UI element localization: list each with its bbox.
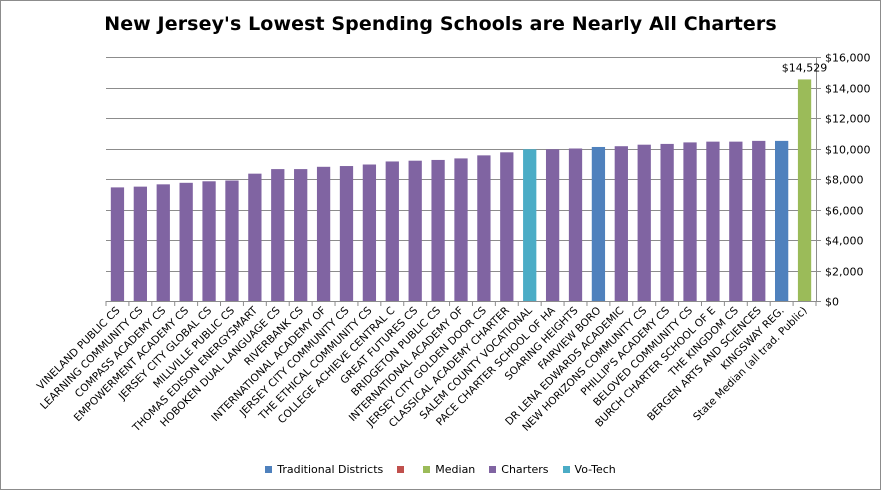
bar — [568, 148, 583, 301]
bar — [545, 149, 560, 301]
legend-label: Vo-Tech — [574, 463, 616, 476]
legend-entry: Charters — [489, 463, 549, 476]
legend-swatch — [562, 466, 570, 473]
legend-entry — [397, 463, 409, 476]
bar — [523, 149, 537, 301]
legend-entry: Median — [423, 463, 475, 476]
legend-swatch — [423, 466, 431, 473]
bar — [637, 144, 651, 301]
bar — [316, 166, 331, 301]
bar — [614, 146, 628, 301]
bar — [179, 182, 193, 301]
bar — [500, 152, 514, 301]
bar — [225, 180, 239, 301]
bar — [294, 169, 308, 301]
bar — [660, 143, 674, 301]
bar — [248, 173, 262, 301]
bar — [797, 79, 812, 302]
y-tick-label: $6,000 — [825, 205, 864, 218]
bar — [202, 181, 216, 301]
bar — [477, 155, 491, 301]
y-tick-label: $0 — [825, 296, 839, 309]
y-tick-label: $4,000 — [825, 235, 864, 248]
chart-legend: Traditional Districts Median Charters Vo-Te… — [0, 463, 881, 476]
bar — [775, 140, 789, 302]
legend-entry: Traditional Districts — [265, 463, 383, 476]
legend-entry: Vo-Tech — [562, 463, 616, 476]
bar — [683, 142, 697, 301]
y-tick-label: $10,000 — [825, 144, 871, 157]
bar — [729, 141, 743, 301]
bar — [591, 146, 606, 301]
chart-title: New Jersey's Lowest Spending Schools are… — [104, 13, 777, 35]
y-tick-label: $12,000 — [825, 113, 871, 126]
legend-label: Charters — [501, 463, 549, 476]
bar — [752, 140, 766, 302]
bar — [339, 166, 354, 301]
bar — [362, 164, 377, 301]
bar — [133, 186, 147, 302]
y-tick-label: $16,000 — [825, 52, 871, 65]
legend-label: Traditional Districts — [277, 463, 384, 476]
legend-swatch — [489, 466, 497, 473]
data-label: $14,529 — [782, 61, 828, 74]
legend-swatch — [265, 466, 273, 473]
bar — [408, 160, 422, 301]
y-tick-label: $14,000 — [825, 83, 871, 96]
bar — [156, 184, 170, 301]
bar — [271, 169, 285, 301]
bar — [431, 159, 445, 301]
y-tick-label: $8,000 — [825, 174, 864, 187]
bar — [385, 161, 399, 301]
legend-swatch — [397, 466, 405, 473]
bar — [454, 158, 468, 301]
legend-label: Median — [435, 463, 476, 476]
y-tick-label: $2,000 — [825, 266, 864, 279]
bar — [706, 141, 720, 301]
bar — [110, 187, 125, 301]
